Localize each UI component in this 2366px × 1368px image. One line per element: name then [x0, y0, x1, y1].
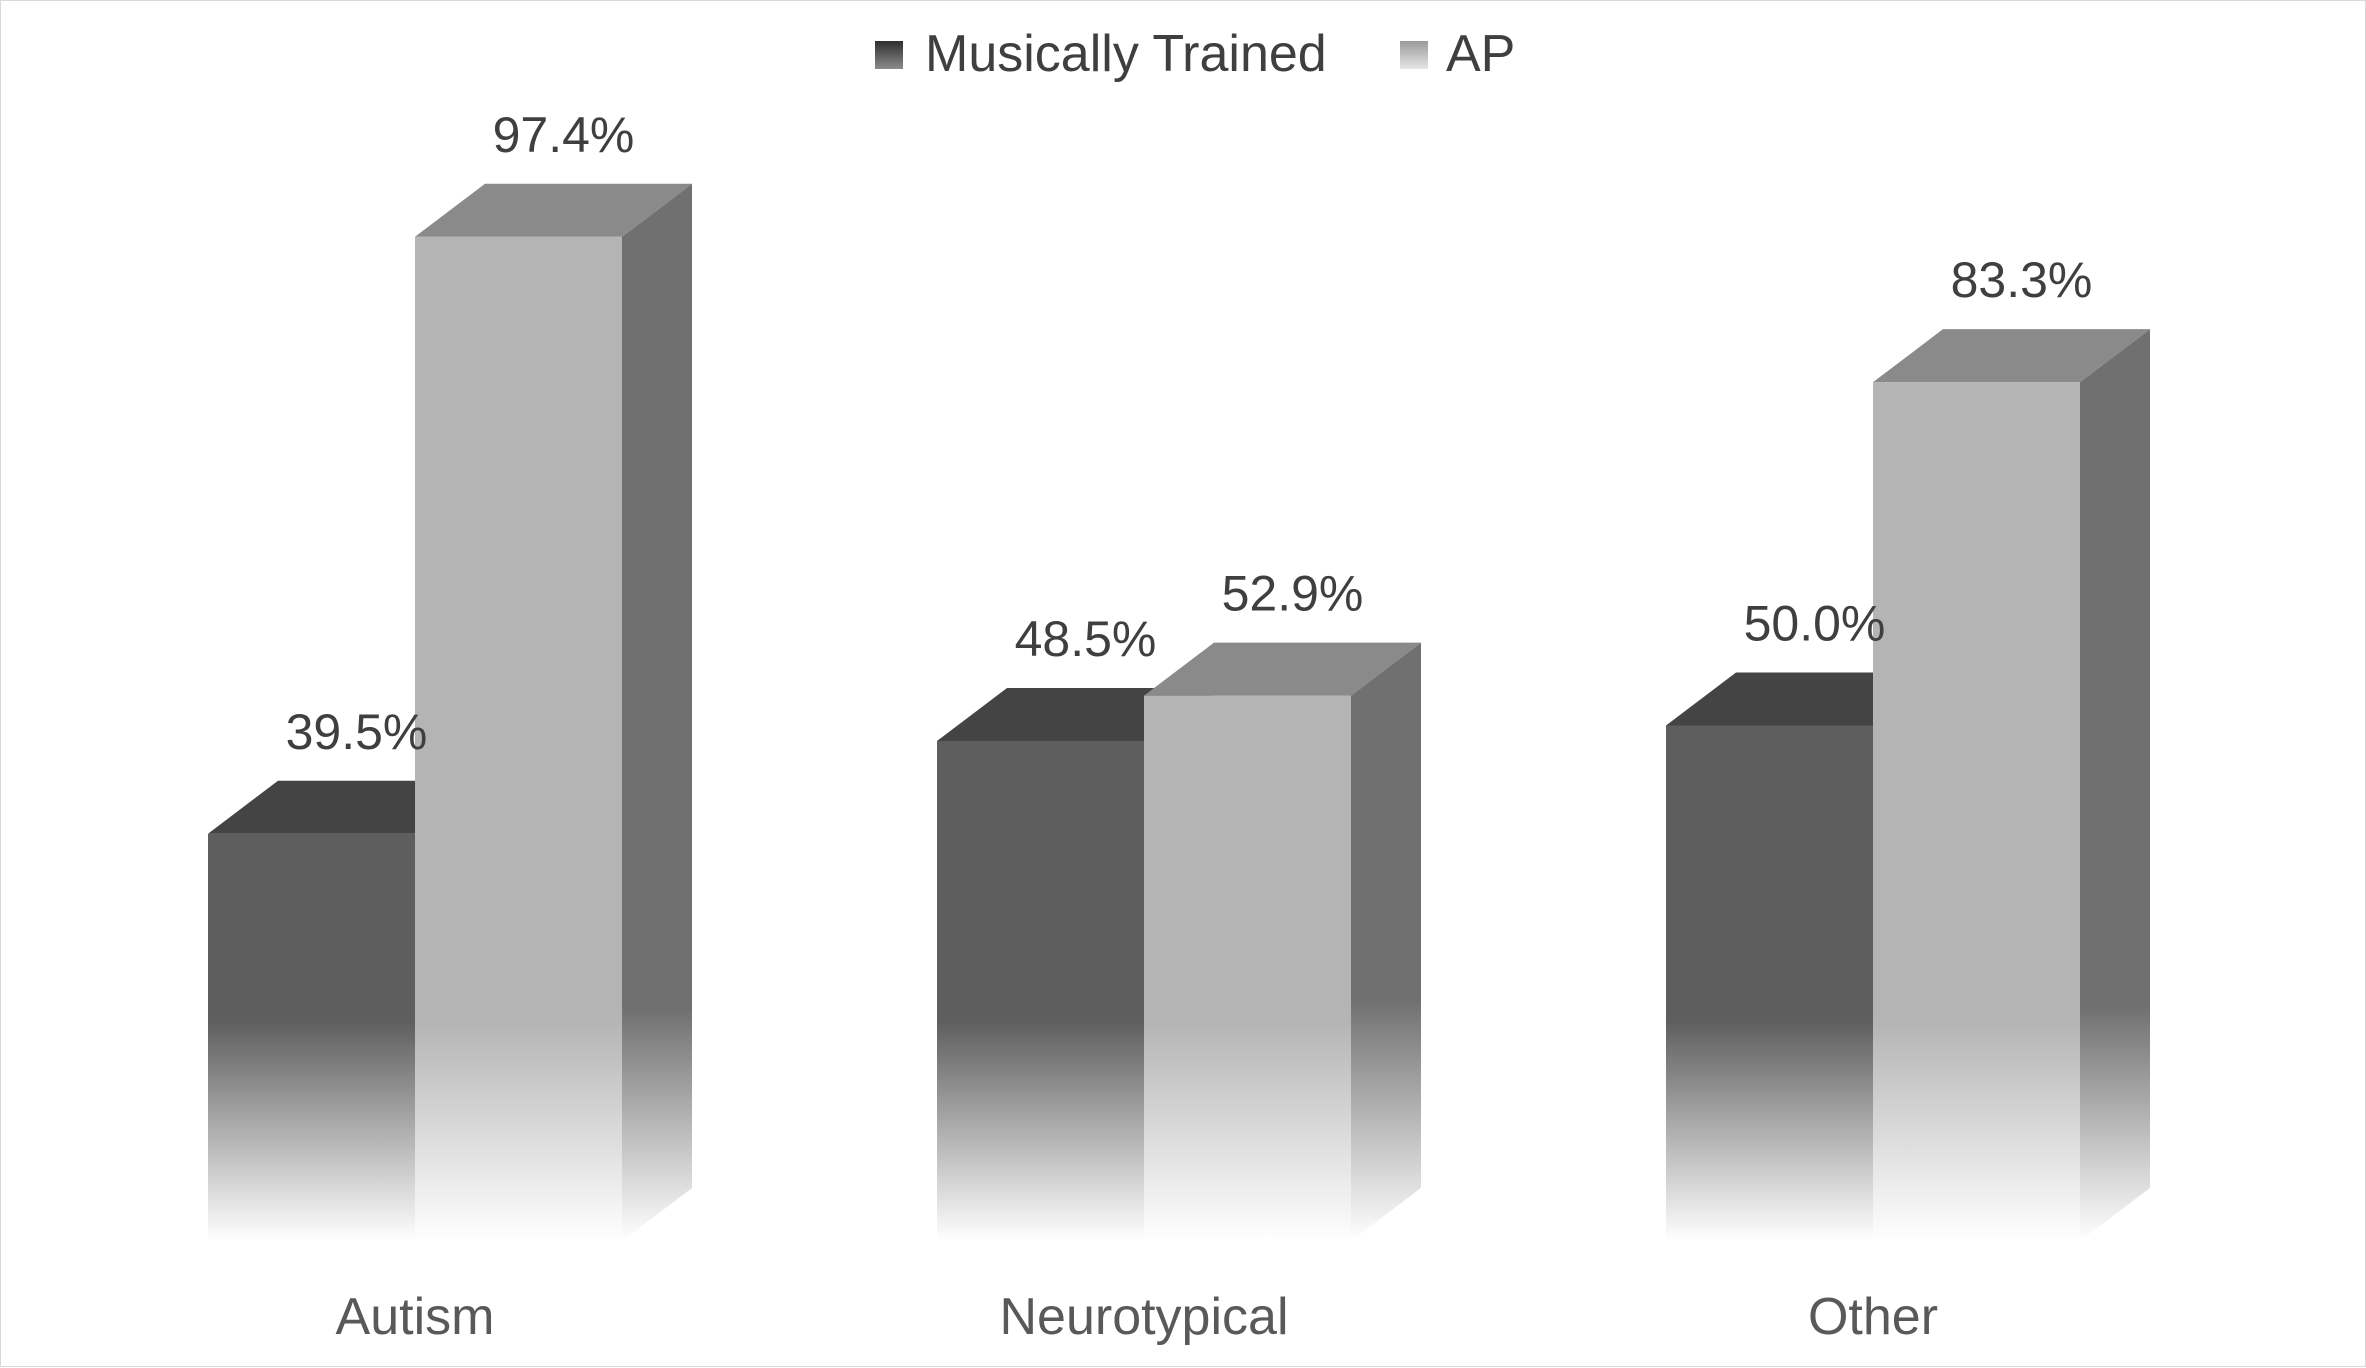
category-axis: Autism Neurotypical Other: [336, 1288, 1938, 1346]
legend-item-musically-trained: Musically Trained: [875, 25, 1327, 83]
legend-item-ap: AP: [1400, 25, 1515, 83]
legend-swatch: [875, 41, 903, 69]
data-label: 52.9%: [1222, 566, 1364, 622]
bar-neurotypical-ap: [1144, 642, 1421, 1241]
bar-top: [415, 183, 692, 237]
category-label: Neurotypical: [999, 1288, 1288, 1346]
data-labels: 39.5% 97.4% 48.5% 52.9% 50.0% 83.3%: [286, 107, 2093, 760]
legend-label: AP: [1446, 25, 1515, 83]
bar-side: [2080, 329, 2150, 1241]
bar-front: [415, 236, 622, 1241]
bar-top: [1873, 329, 2150, 383]
bar-front: [1873, 382, 2080, 1241]
category-label: Other: [1808, 1288, 1938, 1346]
bar-side: [622, 183, 692, 1241]
data-label: 50.0%: [1744, 596, 1886, 652]
bar-front: [1144, 695, 1351, 1241]
bar-front: [937, 740, 1144, 1241]
legend-swatch: [1400, 41, 1428, 69]
bar-front: [1666, 725, 1873, 1241]
data-label: 83.3%: [1951, 252, 2093, 308]
data-label: 48.5%: [1015, 611, 1157, 667]
data-label: 97.4%: [493, 107, 635, 163]
category-label: Autism: [336, 1288, 495, 1346]
bar-top: [1144, 642, 1421, 696]
bar-front: [208, 833, 415, 1241]
data-label: 39.5%: [286, 704, 428, 760]
bar-side: [1351, 642, 1421, 1241]
legend: Musically Trained AP: [875, 25, 1515, 83]
bar-other-ap: [1873, 329, 2150, 1241]
bars: [208, 183, 2150, 1241]
bar-autism-ap: [415, 183, 692, 1241]
legend-label: Musically Trained: [925, 25, 1327, 83]
